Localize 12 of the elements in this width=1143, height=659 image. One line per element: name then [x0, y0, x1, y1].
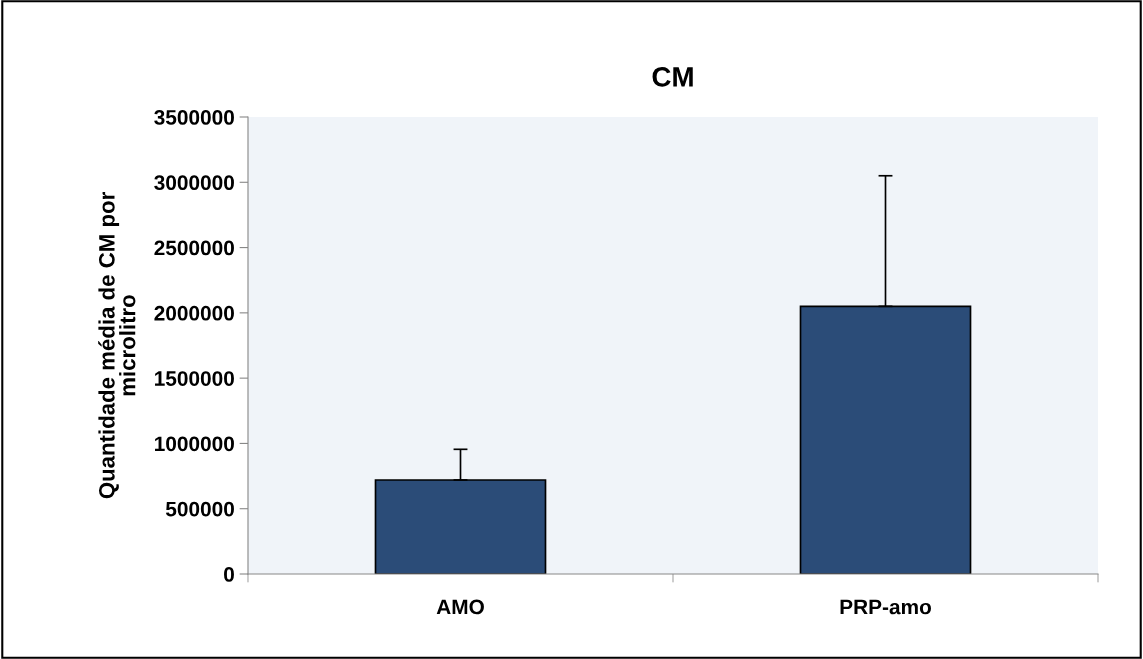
- y-axis-title: Quantidade média de CM por microlitro: [98, 192, 136, 499]
- chart-title: CM: [652, 67, 693, 87]
- x-tick-label: PRP-amo: [840, 599, 931, 615]
- y-tick-label: 0: [224, 567, 234, 582]
- y-tick-label: 1500000: [155, 371, 234, 386]
- y-tick-label: 2500000: [154, 240, 234, 256]
- y-tick-label: 2000000: [154, 305, 234, 321]
- x-tick-label: AMO: [436, 599, 484, 615]
- y-tick-label: 1000000: [155, 436, 234, 452]
- y-tick-label: 3500000: [154, 110, 234, 125]
- y-tick-label: 500000: [165, 501, 234, 517]
- y-tick-label: 3000000: [154, 175, 234, 191]
